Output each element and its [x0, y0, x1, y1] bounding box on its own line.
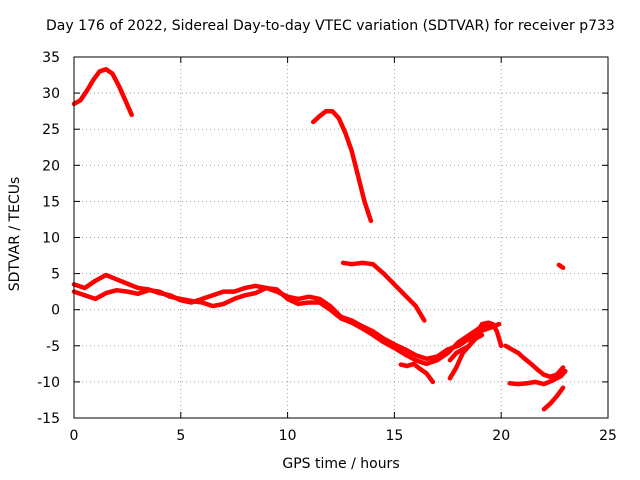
y-tick-label: -5	[46, 339, 60, 355]
y-tick-label: 25	[42, 122, 60, 138]
y-tick-label: 35	[42, 50, 60, 66]
x-tick-label: 0	[70, 428, 79, 444]
series-layer	[71, 67, 568, 412]
series-arc-6	[71, 285, 493, 367]
series-arc-2	[310, 108, 374, 224]
series-arc-4	[556, 262, 566, 271]
y-tick-label: 30	[42, 86, 60, 102]
series-arc-11	[507, 368, 568, 387]
x-axis-label: GPS time / hours	[282, 456, 400, 472]
y-tick-label: -15	[37, 411, 60, 427]
axis-ticks	[73, 56, 609, 419]
chart-title: Day 176 of 2022, Sidereal Day-to-day VTE…	[46, 18, 615, 34]
y-tick-label: 10	[42, 231, 60, 247]
tick-labels: 0 5 10 15 20 25 -15 -10 -5 0 5 10 15 20 25 30 35	[37, 50, 617, 444]
series-arc-12	[541, 385, 566, 412]
x-tick-label: 25	[599, 428, 617, 444]
y-tick-label: -10	[37, 375, 60, 391]
series-arc-9	[447, 332, 485, 381]
series-arc-10	[503, 343, 566, 380]
y-axis-label: SDTVAR / TECUs	[7, 176, 23, 292]
x-tick-label: 20	[492, 428, 510, 444]
series-arc-1	[71, 67, 134, 118]
y-tick-label: 15	[42, 194, 60, 210]
series-arc-7	[398, 361, 436, 385]
x-tick-label: 5	[176, 428, 185, 444]
series-arc-8	[447, 320, 504, 363]
y-tick-label: 20	[42, 158, 60, 174]
y-tick-label: 0	[51, 303, 60, 319]
series-arc-3	[340, 260, 427, 323]
x-tick-label: 15	[385, 428, 403, 444]
x-tick-label: 10	[279, 428, 297, 444]
y-tick-label: 5	[51, 267, 60, 283]
